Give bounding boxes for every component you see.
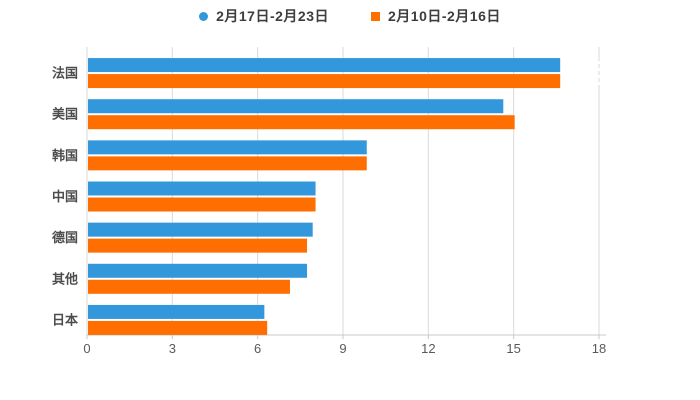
x-tick-label: 3 [169, 341, 176, 356]
bar-series2-row6[interactable] [88, 320, 268, 335]
bar-series2-row0[interactable] [88, 74, 561, 89]
x-tick-label: 6 [254, 341, 261, 356]
x-tick-label: 18 [592, 341, 606, 356]
category-label: 中国 [52, 189, 78, 204]
legend-circle-marker-icon [199, 11, 209, 21]
bar-series2-row2[interactable] [88, 156, 367, 171]
x-tick-label: 12 [421, 341, 435, 356]
bar-series1-row3[interactable] [88, 181, 316, 196]
bar-series1-row6[interactable] [88, 304, 265, 319]
category-label: 韩国 [52, 148, 78, 163]
category-label: 其他 [52, 271, 78, 286]
legend-item-week1[interactable]: 2月10日-2月16日 [371, 6, 501, 26]
legend-label-week1: 2月10日-2月16日 [388, 8, 501, 24]
x-tick-label: 0 [83, 341, 90, 356]
bar-series1-row4[interactable] [88, 222, 313, 237]
legend-item-week2[interactable]: 2月17日-2月23日 [199, 6, 329, 26]
bar-series1-row0[interactable] [88, 58, 561, 73]
chart-legend: 2月17日-2月23日 2月10日-2月16日 [0, 6, 700, 26]
bar-series2-row5[interactable] [88, 279, 290, 294]
legend-square-marker-icon [371, 11, 380, 21]
category-label: 德国 [52, 230, 78, 245]
category-label: 法国 [52, 66, 78, 81]
bar-series1-row2[interactable] [88, 140, 367, 155]
bar-series2-row1[interactable] [88, 115, 515, 130]
bar-series1-row1[interactable] [88, 99, 504, 114]
category-label: 日本 [52, 312, 78, 327]
x-tick-label: 15 [506, 341, 520, 356]
category-label: 美国 [52, 107, 78, 122]
bar-series1-row5[interactable] [88, 263, 308, 278]
bar-series2-row4[interactable] [88, 238, 308, 253]
legend-label-week2: 2月17日-2月23日 [216, 8, 329, 24]
x-tick-label: 9 [339, 341, 346, 356]
bar-series2-row3[interactable] [88, 197, 316, 212]
